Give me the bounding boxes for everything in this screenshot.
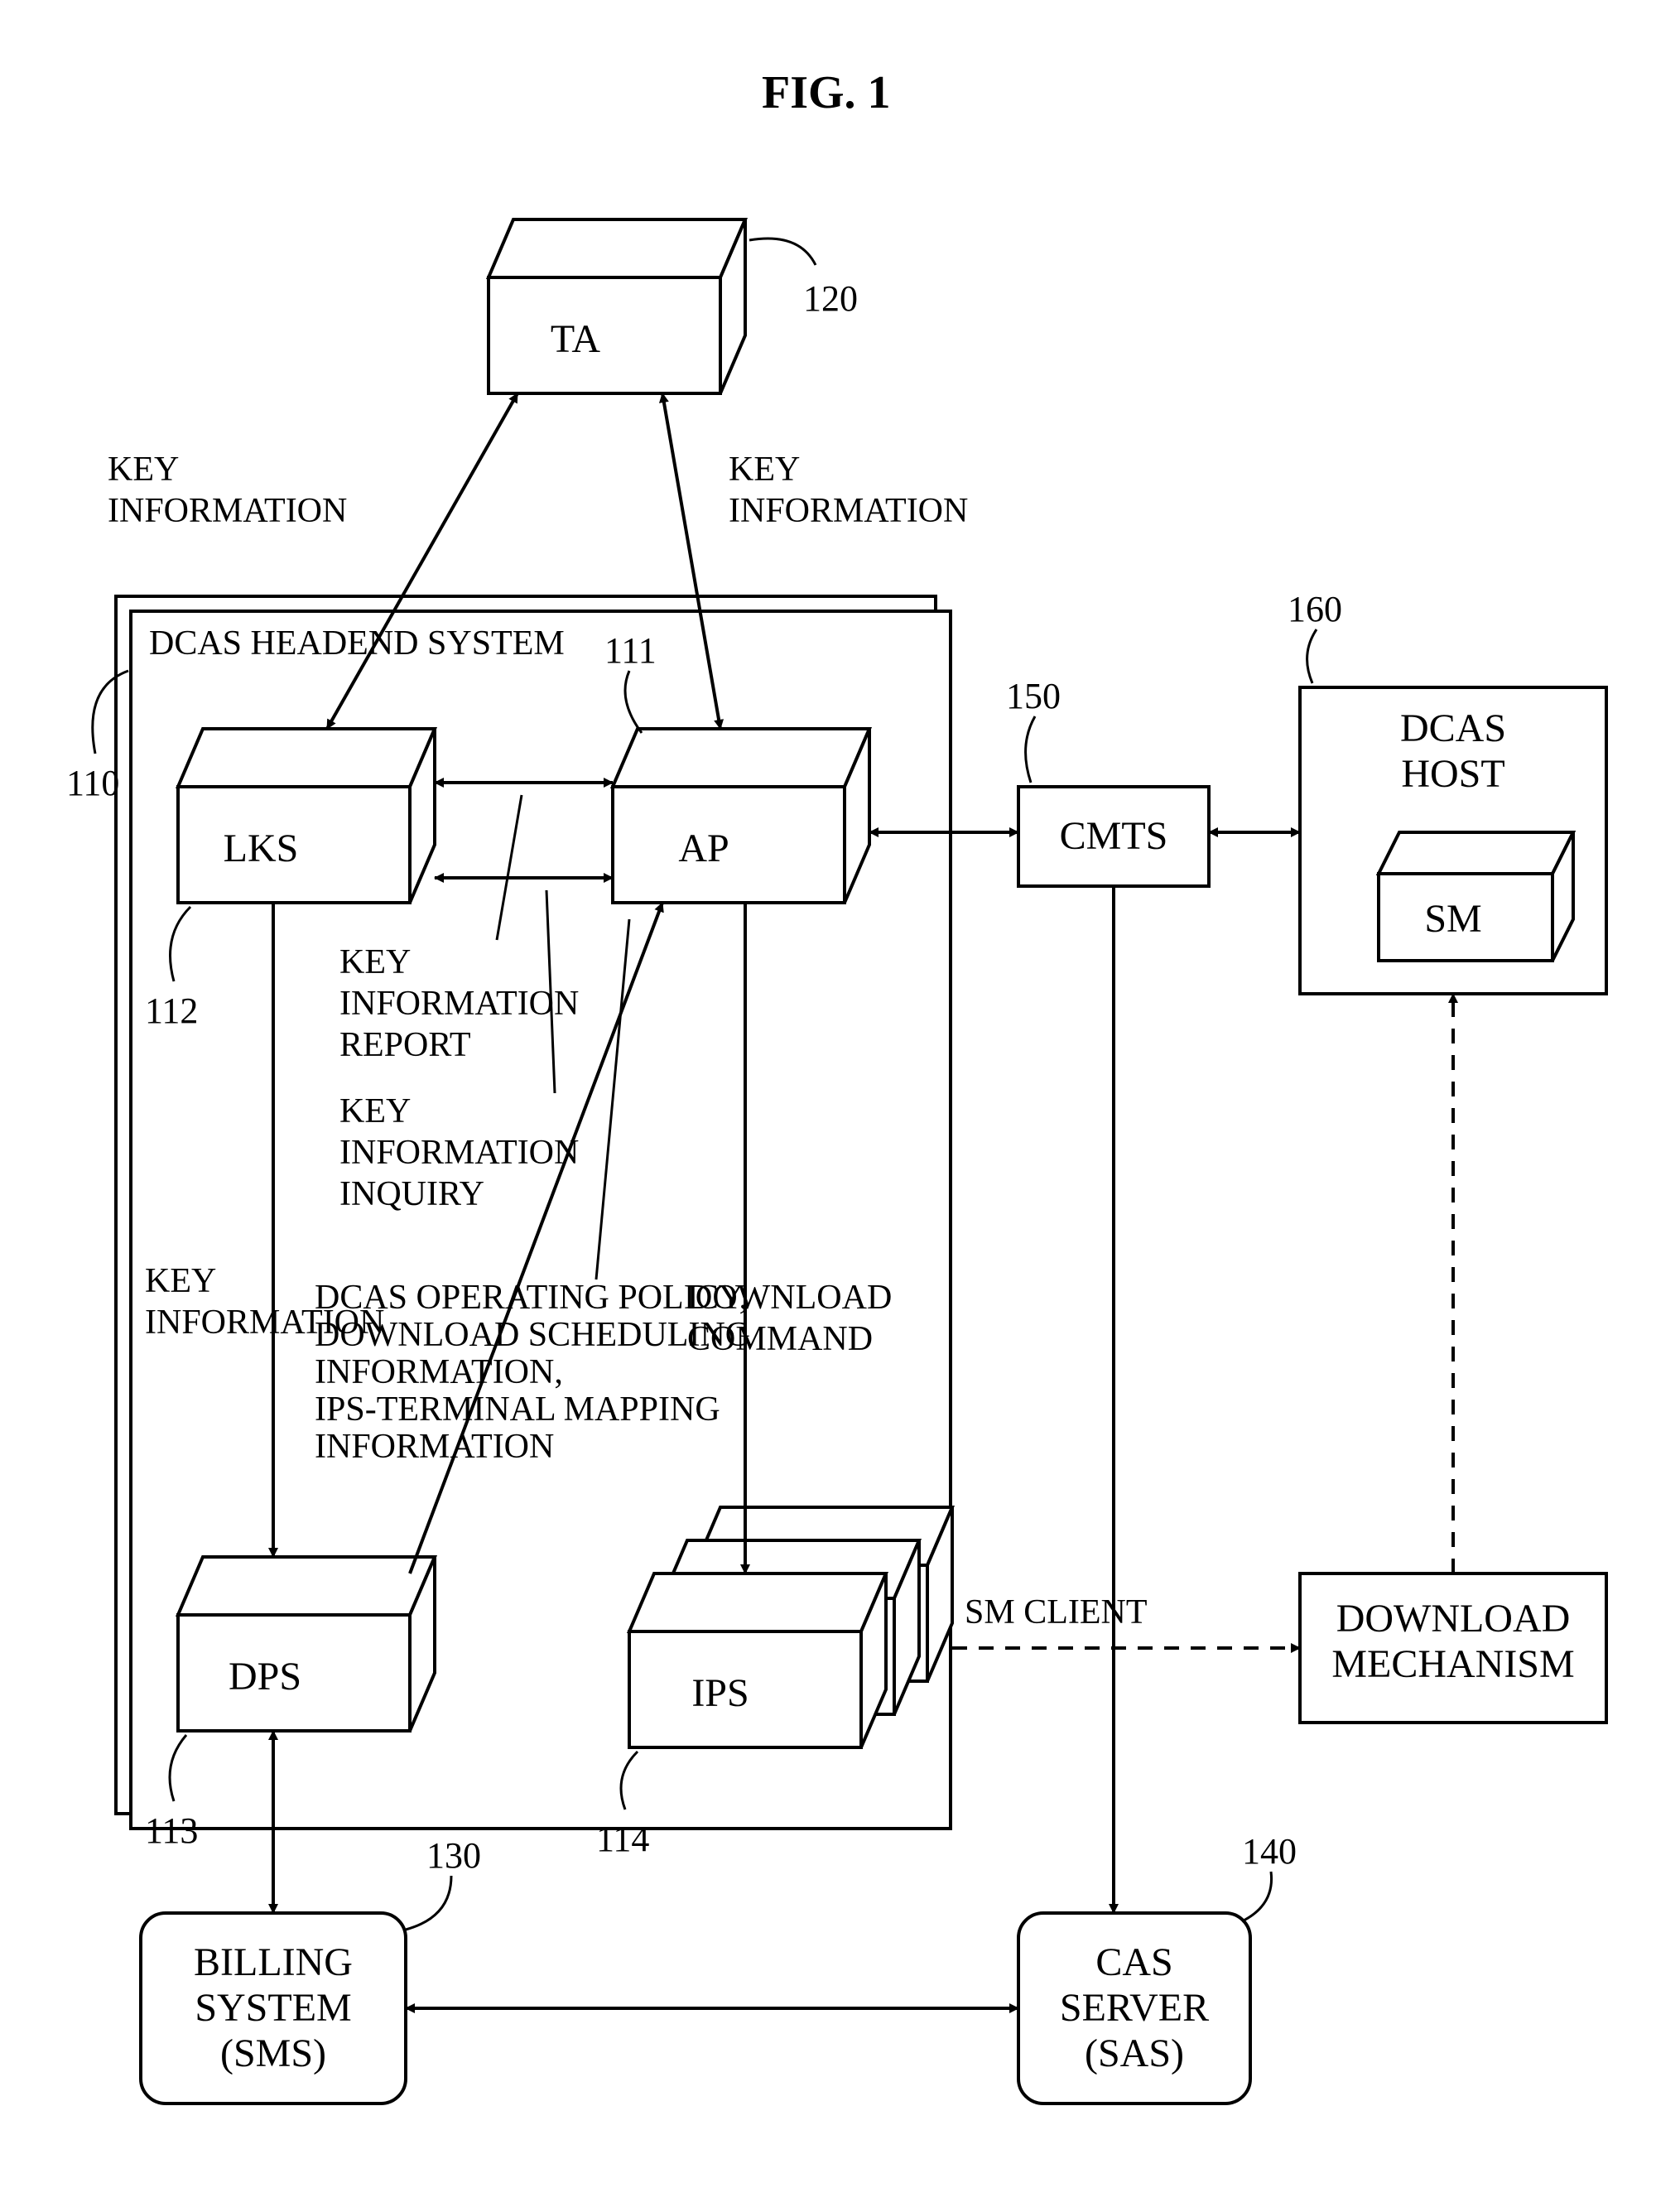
lks-box: LKS xyxy=(178,729,435,903)
download-mech-l2: MECHANISM xyxy=(1331,1642,1574,1686)
ref-114: 114 xyxy=(596,1819,649,1859)
dcas-host-label-l1: DCAS xyxy=(1400,706,1506,750)
edge-dps-ap-l2: DOWNLOAD SCHEDULING xyxy=(315,1316,750,1354)
ref-160-leader xyxy=(1307,629,1317,683)
edge-ips-mech-label: SM CLIENT xyxy=(965,1593,1148,1631)
ref-140-leader xyxy=(1242,1872,1272,1921)
sm-box: SM xyxy=(1379,832,1573,961)
edge-dps-ap-l3: INFORMATION, xyxy=(315,1353,563,1391)
edge-dps-ap-l4: IPS-TERMINAL MAPPING xyxy=(315,1390,720,1429)
dps-box: DPS xyxy=(178,1557,435,1731)
headend-container-label: DCAS HEADEND SYSTEM xyxy=(149,624,565,663)
ta-box: TA xyxy=(489,219,745,393)
ref-113: 113 xyxy=(145,1810,198,1851)
ref-111: 111 xyxy=(604,630,657,671)
cas-server-l1: CAS xyxy=(1095,1940,1172,1984)
edge-ta-ap-l2: INFORMATION xyxy=(729,492,968,530)
ap-box: AP xyxy=(613,729,869,903)
edge-dps-ap-l1: DCAS OPERATING POLICY, xyxy=(315,1279,748,1317)
edge-inquiry-l1: KEY xyxy=(339,1092,411,1130)
billing-l2: SYSTEM xyxy=(195,1986,351,2030)
edge-ap-ips-l2: COMMAND xyxy=(687,1320,873,1358)
ref-120-leader xyxy=(749,239,816,265)
ref-150: 150 xyxy=(1006,676,1061,716)
billing-l3: (SMS) xyxy=(220,2031,326,2075)
edge-report-l2: INFORMATION xyxy=(339,985,579,1023)
edge-lks-dps-l1: KEY xyxy=(145,1262,216,1300)
download-mech-l1: DOWNLOAD xyxy=(1336,1597,1571,1641)
ref-160-text: 160 xyxy=(1288,589,1342,629)
edge-inquiry-l3: INQUIRY xyxy=(339,1175,484,1213)
dcas-host-label-l2: HOST xyxy=(1401,752,1504,796)
edge-report-l3: REPORT xyxy=(339,1026,471,1064)
ref-150-leader xyxy=(1026,716,1035,783)
edge-dps-ap-l5: INFORMATION xyxy=(315,1428,554,1466)
ref-120: 120 xyxy=(803,278,858,319)
edge-ap-ips-l1: DOWNLOAD xyxy=(687,1279,892,1317)
ref-110: 110 xyxy=(66,763,119,803)
diagram-svg: DCAS HEADEND SYSTEM 110 TA 120 LKS 112 A… xyxy=(0,0,1656,2212)
cas-server-l3: (SAS) xyxy=(1085,2031,1184,2075)
ref-112-text: 112 xyxy=(145,990,198,1031)
dps-label: DPS xyxy=(229,1655,301,1699)
edge-ta-lks-l2: INFORMATION xyxy=(108,492,347,530)
ref-130: 130 xyxy=(426,1835,481,1876)
ref-140-text: 140 xyxy=(1242,1831,1297,1872)
ref-130-leader xyxy=(406,1876,451,1930)
edge-ta-ap-l1: KEY xyxy=(729,451,800,489)
lks-label: LKS xyxy=(224,826,299,870)
ta-label: TA xyxy=(551,317,600,361)
edge-inquiry-l2: INFORMATION xyxy=(339,1134,579,1172)
sm-label: SM xyxy=(1424,897,1481,941)
billing-l1: BILLING xyxy=(194,1940,353,1984)
ap-label: AP xyxy=(678,826,729,870)
ref-110-leader xyxy=(93,671,128,754)
cas-server-l2: SERVER xyxy=(1060,1986,1209,2030)
ips-label: IPS xyxy=(691,1671,749,1715)
edge-report-l1: KEY xyxy=(339,943,411,981)
cmts-label: CMTS xyxy=(1060,814,1168,858)
edge-ta-lks-l1: KEY xyxy=(108,451,179,489)
